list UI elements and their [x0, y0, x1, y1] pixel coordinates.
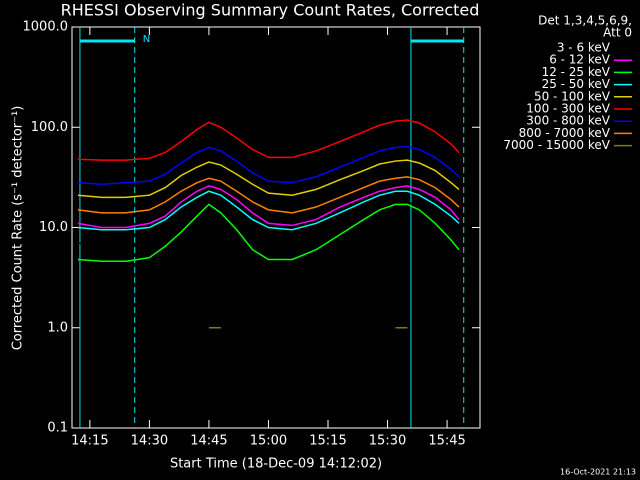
legend-label: 12 - 25 keV — [542, 65, 611, 79]
x-tick-label: 14:15 — [71, 434, 108, 449]
series-line — [77, 185, 460, 229]
chart-title: RHESSI Observing Summary Count Rates, Co… — [61, 1, 480, 20]
x-axis-label: Start Time (18-Dec-09 14:12:02) — [170, 457, 382, 472]
legend-label: 300 - 800 keV — [526, 114, 610, 128]
x-tick-label: 14:30 — [131, 434, 168, 449]
x-tick-label: 15:30 — [369, 434, 406, 449]
series-line — [77, 203, 460, 263]
x-tick-label: 15:15 — [309, 434, 346, 449]
legend-label: 800 - 7000 keV — [519, 126, 611, 140]
series-line — [77, 145, 460, 186]
y-tick-label: 10.0 — [39, 220, 68, 235]
legend-label: 50 - 100 keV — [534, 89, 611, 103]
y-tick-label: 100.0 — [31, 120, 68, 135]
series-line — [77, 201, 460, 248]
y-tick-label: 0.1 — [47, 421, 68, 436]
legend-label: 6 - 12 keV — [549, 53, 611, 67]
interval-label: N — [143, 34, 150, 45]
x-tick-label: 15:00 — [250, 434, 287, 449]
y-tick-label: 1000.0 — [23, 20, 69, 35]
legend-label: 7000 - 15000 keV — [503, 138, 610, 152]
legend-header: Att 0 — [603, 26, 632, 40]
legend-label: 25 - 50 keV — [542, 77, 611, 91]
series-line — [77, 190, 460, 231]
series-line — [77, 159, 460, 199]
legend-label: 100 - 300 keV — [526, 102, 610, 116]
y-axis-label: Corrected Count Rate (s⁻¹ detector⁻¹) — [11, 106, 26, 351]
footer: 16-Oct-2021 21:13 — [560, 468, 636, 477]
legend-header: Det 1,3,4,5,6,9, — [538, 14, 632, 28]
y-tick-label: 1.0 — [47, 320, 68, 335]
legend-label: 3 - 6 keV — [557, 41, 611, 55]
series-line — [77, 176, 460, 214]
series-line — [77, 119, 460, 161]
x-tick-label: 15:45 — [428, 434, 465, 449]
x-tick-label: 14:45 — [190, 434, 227, 449]
